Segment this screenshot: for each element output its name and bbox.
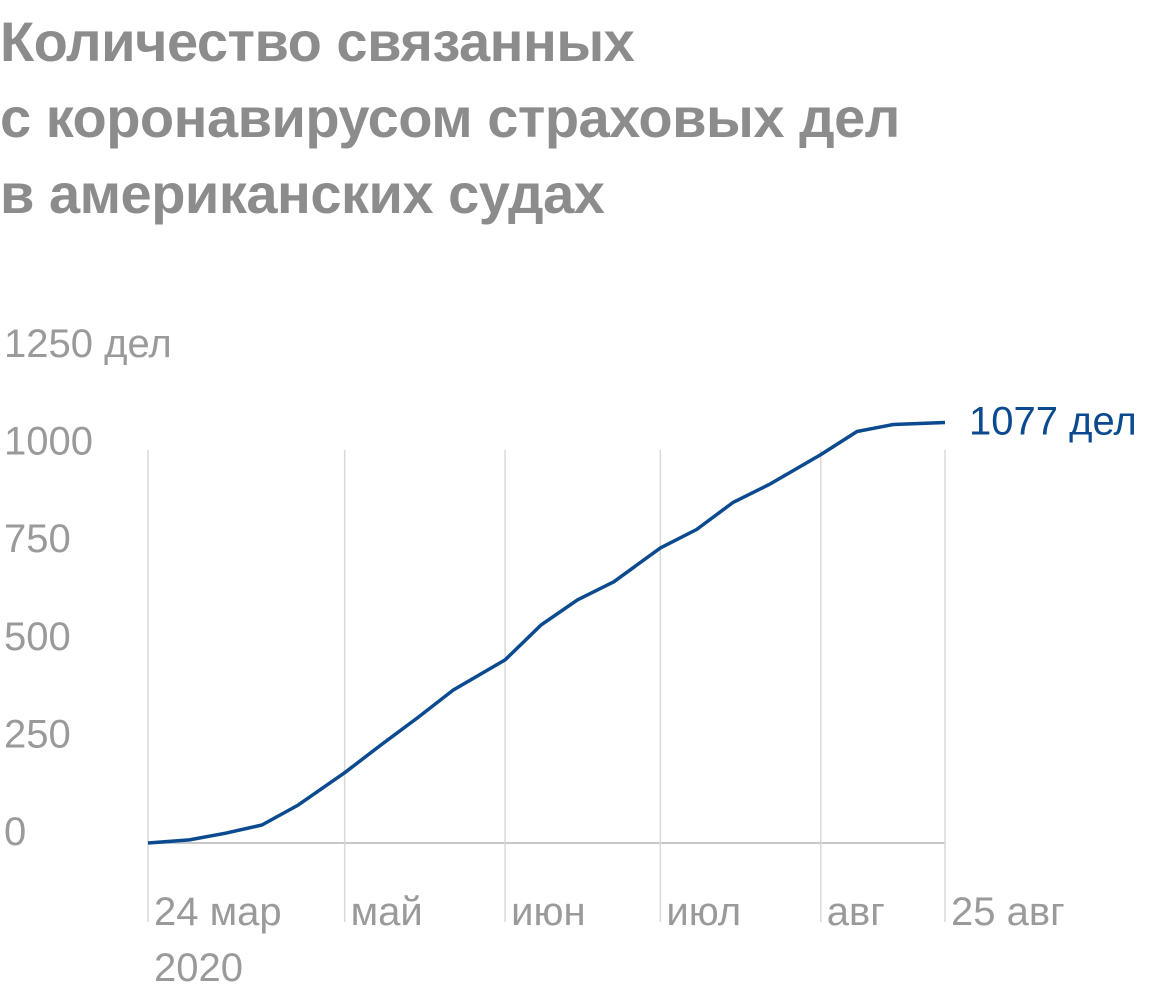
x-tick-label: май: [350, 890, 423, 934]
x-tick-label: июн: [511, 890, 586, 934]
x-tick-label: авг: [826, 890, 885, 934]
y-tick-label: 500: [4, 615, 71, 659]
x-tick-label: 24 мар 2020: [154, 890, 282, 990]
x-tick-label: июл: [666, 890, 742, 934]
chart-title: Количество связанных с коронавирусом стр…: [0, 10, 900, 225]
y-tick-label: 1000: [4, 420, 93, 464]
y-tick-label: 0: [4, 810, 26, 854]
line: [147, 420, 946, 845]
value-label: 1077 дел: [969, 400, 1137, 444]
y-tick-label: 750: [4, 517, 71, 561]
x-tick-label: 25 авг: [951, 890, 1065, 934]
y-tick-label: 1250 дел: [4, 322, 172, 366]
y-tick-label: 250: [4, 712, 71, 756]
